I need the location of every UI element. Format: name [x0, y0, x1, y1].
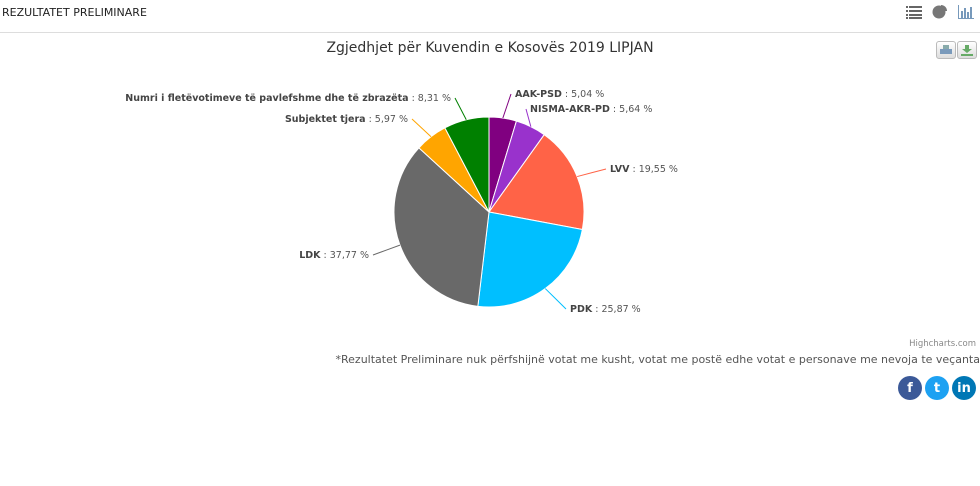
connector-line [544, 288, 567, 310]
data-label: NISMA-AKR-PD : 5,64 % [530, 104, 652, 115]
pie-chart: AAK-PSD : 5,04 % NISMA-AKR-PD : 5,64 % LVV… [125, 89, 678, 315]
download-button[interactable] [957, 41, 977, 59]
data-label: Numri i fletëvotimeve të pavlefshme dhe … [125, 93, 451, 104]
connector-line [577, 168, 607, 178]
header: REZULTATET PRELIMINARE [0, 0, 980, 33]
print-button[interactable] [936, 41, 956, 59]
twitter-share-button[interactable]: t [925, 376, 949, 400]
pie-slice[interactable] [393, 147, 490, 307]
print-icon [940, 44, 952, 54]
data-label: Subjektet tjera : 5,97 % [285, 114, 408, 125]
connector-line [502, 93, 512, 119]
page-title: REZULTATET PRELIMINARE [2, 6, 147, 19]
footnote: *Rezultatet Preliminare nuk përfshijnë v… [335, 353, 980, 366]
highcharts-credit[interactable]: Highcharts.com [909, 339, 976, 349]
list-icon[interactable] [906, 5, 922, 19]
download-icon [961, 44, 973, 56]
pie-slice[interactable] [477, 211, 583, 308]
data-label: LDK : 37,77 % [299, 250, 369, 261]
connector-line [372, 244, 401, 256]
bar-chart-icon[interactable] [958, 5, 974, 19]
data-label: PDK : 25,87 % [570, 304, 641, 315]
chart-title: Zgjedhjet për Kuvendin e Kosovës 2019 LI… [326, 40, 654, 56]
connector-line [454, 97, 467, 120]
data-label: AAK-PSD : 5,04 % [515, 89, 604, 100]
facebook-share-button[interactable]: f [898, 376, 922, 400]
connector-line [411, 118, 432, 138]
linkedin-share-button[interactable]: in [952, 376, 976, 400]
pie-icon[interactable] [932, 5, 948, 19]
connector-line [525, 108, 532, 127]
data-label: LVV : 19,55 % [610, 164, 678, 175]
